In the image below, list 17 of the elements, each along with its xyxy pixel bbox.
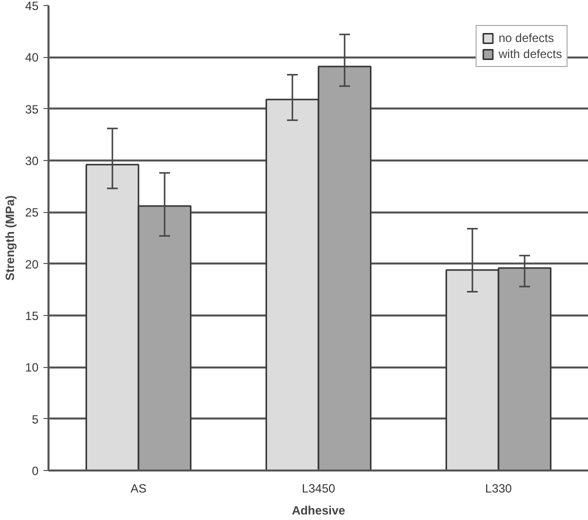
x-axis-title: Adhesive — [292, 504, 346, 518]
y-tick-label: 25 — [25, 206, 39, 220]
y-tick-label: 45 — [25, 0, 39, 13]
y-tick-label: 5 — [32, 412, 39, 426]
y-tick-label: 0 — [32, 464, 39, 478]
y-tick-label: 35 — [25, 102, 39, 116]
y-tick-label: 10 — [25, 360, 39, 375]
x-tick-label: L330 — [485, 482, 512, 496]
y-tick-label: 30 — [25, 154, 39, 168]
legend-label: no defects — [498, 31, 554, 45]
y-axis-title: Strength (MPa) — [3, 195, 18, 281]
y-tick-label: 15 — [25, 309, 39, 323]
y-tick-label: 40 — [25, 50, 39, 65]
x-tick-label: L3450 — [302, 482, 336, 496]
legend-label: with defects — [498, 47, 562, 61]
x-tick-label: AS — [130, 482, 147, 496]
y-tick-label: 20 — [25, 257, 39, 272]
